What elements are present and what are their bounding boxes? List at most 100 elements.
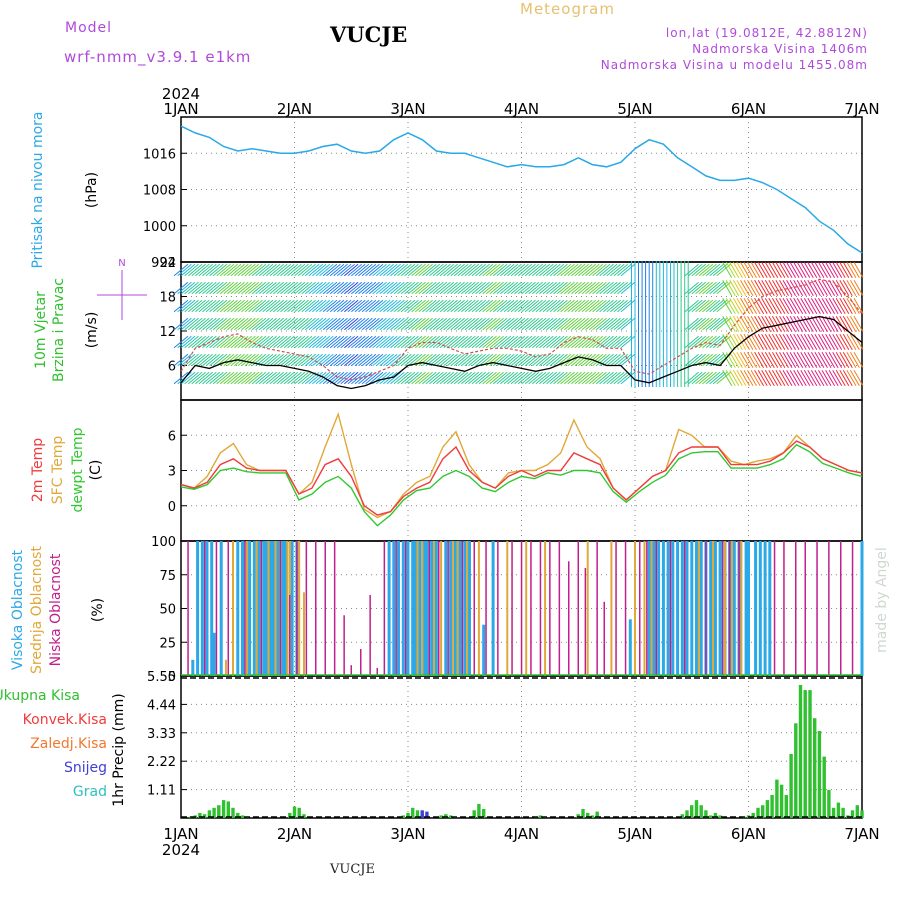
wind-barb (839, 261, 850, 279)
wind-barb (524, 353, 540, 367)
wind-barb (803, 261, 814, 279)
wind-barb (312, 299, 327, 313)
wind-barb (209, 371, 224, 385)
wind-barb (528, 281, 543, 295)
wind-barb (457, 281, 472, 295)
wind-barb (390, 281, 405, 295)
high-cloud-bar (444, 541, 448, 676)
mid-cloud-bar (421, 541, 424, 676)
wind-barb (315, 281, 331, 295)
wind-barb (422, 371, 437, 385)
wind-barb (219, 353, 235, 367)
wind-barb (202, 281, 217, 295)
wind-barb (793, 351, 804, 369)
wind-barb (219, 335, 235, 349)
wind-barb (450, 263, 465, 277)
wind-barb (846, 261, 857, 279)
wind-barb (729, 297, 740, 315)
wind-barb (539, 317, 554, 331)
wind-barb (351, 335, 366, 349)
wind-barb (606, 335, 621, 349)
low-cloud-bar (705, 541, 707, 676)
wind-barb (549, 317, 565, 331)
wind-barb (365, 281, 380, 295)
wind-barb (294, 353, 309, 367)
wind-barb (478, 371, 494, 385)
wind-barb (390, 353, 405, 367)
wind-barb (344, 281, 359, 295)
wind-barb (219, 299, 235, 313)
wind-barb (775, 297, 786, 315)
wind-barb (280, 317, 295, 331)
wind-barb (177, 263, 192, 277)
wind-barb (404, 371, 419, 385)
wind-barb (503, 263, 519, 277)
wind-barb (244, 281, 260, 295)
precip-legend-4: Grad (73, 784, 107, 800)
mid-cloud-bar (433, 541, 435, 676)
wind-barb (517, 299, 533, 313)
wind-barb (705, 353, 721, 367)
wind-barb (386, 317, 402, 331)
wind-barb (347, 335, 363, 349)
wind-barb (810, 351, 821, 369)
wind-barb (457, 335, 472, 349)
wind-barb (722, 261, 733, 279)
wind-barb (695, 335, 710, 349)
wind-barb (315, 353, 331, 367)
wind-barb (779, 351, 789, 369)
wind-barb (789, 369, 800, 387)
wind-barb (241, 317, 256, 331)
wind-barb (761, 279, 772, 297)
wind-barb (803, 351, 814, 369)
wind-barb (779, 297, 789, 315)
wind-barb (443, 353, 458, 367)
wind-barb (789, 333, 800, 351)
high-cloud-bar (269, 541, 273, 676)
wind-barb (400, 371, 416, 385)
wind-barb (549, 263, 565, 277)
total-precip-bar (775, 779, 779, 818)
wind-barb (839, 279, 850, 297)
wind-barb (202, 263, 217, 277)
wind-barb (725, 297, 736, 315)
wind-barb (351, 299, 366, 313)
wind-barb (418, 281, 433, 295)
precip-legend-3: Snijeg (64, 760, 107, 776)
wind-barb (705, 317, 721, 331)
wind-barb (754, 351, 765, 369)
wind-barb (732, 315, 743, 333)
wind-barb (255, 263, 270, 277)
wind-barb (740, 297, 750, 315)
wind-barb (793, 369, 804, 387)
wind-barb (592, 335, 607, 349)
wind-barb (191, 299, 206, 313)
wind-barb (821, 369, 832, 387)
cloud-axis-title-0: Visoka Oblacnost (10, 549, 26, 670)
wind-barb (485, 263, 501, 277)
wind-barb (503, 317, 519, 331)
wind-barb (180, 263, 196, 277)
wind-barb (757, 351, 768, 369)
wind-barb (688, 317, 703, 331)
wind-barb (768, 297, 779, 315)
wind-barb (375, 263, 391, 277)
wind-barb (556, 281, 572, 295)
high-cloud-bar (680, 541, 684, 676)
wind-barb (688, 263, 703, 277)
wind-barb (336, 353, 352, 367)
wind-barb (241, 299, 256, 313)
wind-barb (588, 263, 604, 277)
wind-barb (563, 299, 579, 313)
wind-barb (351, 317, 366, 331)
wind-barb (450, 299, 465, 313)
wind-barb (344, 353, 359, 367)
total-precip-bar (690, 805, 694, 818)
mid-cloud-bar (643, 541, 646, 676)
wind-barb (422, 317, 437, 331)
wind-barb (574, 299, 590, 313)
wind-barb (602, 353, 618, 367)
wind-barb (514, 317, 529, 331)
wind-barb (517, 281, 533, 295)
wind-barb (782, 261, 793, 279)
